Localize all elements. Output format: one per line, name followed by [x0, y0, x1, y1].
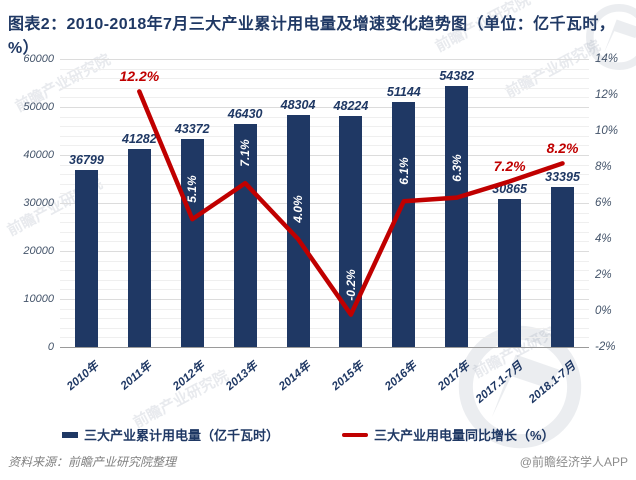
- legend-bar-label: 三大产业累计用电量（亿千瓦时）: [84, 428, 280, 443]
- right-axis-tick: 14%: [595, 53, 619, 65]
- right-axis-tick: 6%: [595, 197, 612, 209]
- y-axis-tick: 10000: [23, 293, 54, 305]
- y-axis-tick: 40000: [23, 149, 54, 161]
- growth-label-2: 5.1%: [185, 175, 200, 203]
- source-note: 资料来源：前瞻产业研究院整理: [8, 455, 177, 469]
- growth-label-9: 8.2%: [546, 140, 579, 157]
- legend-item-bar: 三大产业累计用电量（亿千瓦时）: [62, 425, 279, 444]
- chart-title: 图表2：2010-2018年7月三大产业累计用电量及增速变化趋势图（单位：亿千瓦…: [8, 16, 616, 57]
- growth-label-6: 6.1%: [396, 157, 411, 185]
- gridline: [60, 78, 589, 80]
- growth-label-1: 12.2%: [119, 68, 160, 85]
- gridline: [60, 68, 589, 70]
- bar-9: [551, 186, 575, 347]
- gridline: [60, 327, 589, 329]
- bar-6: [392, 101, 416, 347]
- bar-value-label-5: 48224: [333, 98, 369, 113]
- legend-item-line: 三大产业用电量同比增长（%）: [342, 425, 555, 444]
- x-axis-line: [60, 347, 589, 348]
- right-axis-tick: 0%: [595, 305, 612, 317]
- y-axis-tick: 20000: [23, 245, 54, 257]
- bar-0: [74, 170, 98, 347]
- bar-1: [127, 148, 151, 347]
- credit-note: @前瞻经济学人APP: [519, 455, 628, 469]
- right-axis-tick: 4%: [595, 233, 612, 245]
- gridline: [60, 116, 589, 118]
- growth-label-7: 6.3%: [449, 153, 464, 182]
- line-legend-swatch: [342, 432, 368, 437]
- growth-label-3: 7.1%: [238, 139, 253, 167]
- gridline: [60, 318, 589, 320]
- gridline: [60, 87, 589, 89]
- bar-value-label-7: 54382: [439, 68, 475, 83]
- bar-value-label-8: 30865: [492, 181, 528, 196]
- right-axis-tick: 10%: [595, 125, 619, 137]
- growth-label-4: 4.0%: [291, 195, 306, 223]
- gridline: [60, 59, 589, 60]
- growth-label-8: 7.2%: [493, 158, 526, 175]
- bar-value-label-6: 51144: [386, 84, 421, 99]
- y-axis-tick: 30000: [23, 197, 54, 209]
- gridline: [60, 337, 589, 339]
- bar-value-label-0: 36799: [69, 153, 104, 168]
- right-axis-tick: 2%: [595, 269, 612, 281]
- legend-line-label: 三大产业用电量同比增长（%）: [374, 428, 555, 443]
- y-axis-tick: 50000: [23, 101, 54, 113]
- watermark-logo-icon: [586, 4, 636, 70]
- bar-7: [445, 85, 469, 347]
- gridline: [60, 126, 589, 128]
- right-axis-tick: 8%: [595, 161, 612, 173]
- right-axis-tick: 12%: [595, 89, 619, 101]
- right-axis-tick: -2%: [595, 341, 616, 353]
- bar-value-label-2: 43372: [174, 121, 210, 136]
- y-axis-tick: 60000: [23, 53, 54, 65]
- bar-8: [498, 198, 522, 347]
- y-axis-tick: 0: [47, 341, 54, 353]
- growth-label-5: -0.2%: [343, 268, 358, 301]
- bar-legend-swatch: [62, 431, 78, 438]
